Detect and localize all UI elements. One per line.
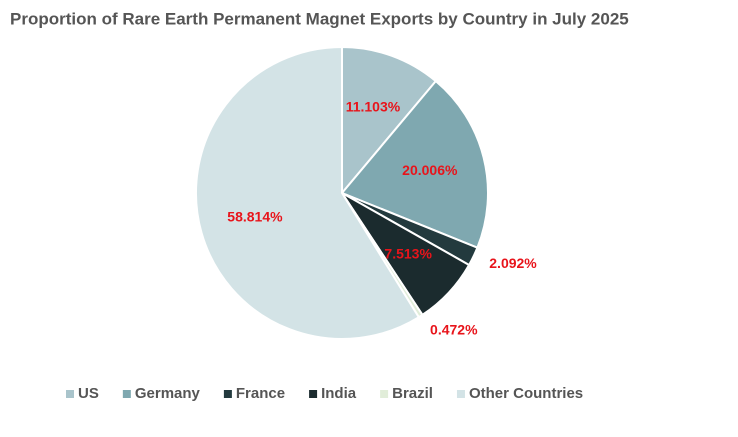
- legend-marker: [456, 390, 465, 398]
- legend-label: Other Countries: [469, 385, 583, 402]
- pie-slice: [340, 79, 489, 249]
- legend-label: France: [236, 385, 285, 402]
- legend-marker: [223, 390, 232, 398]
- pie-slice: [195, 45, 421, 340]
- legend-label: India: [321, 385, 357, 402]
- data-label: 7.513%: [384, 245, 432, 261]
- data-label: 58.814%: [227, 208, 283, 224]
- legend-marker: [66, 390, 74, 398]
- pie-slice: [341, 45, 438, 196]
- legend-marker: [380, 390, 389, 398]
- legend-marker: [309, 390, 318, 398]
- data-label: 0.472%: [430, 321, 478, 337]
- data-label: 20.006%: [402, 162, 458, 178]
- legend-label: Brazil: [392, 385, 433, 402]
- chart-title: Proportion of Rare Earth Permanent Magne…: [10, 9, 629, 28]
- data-label: 2.092%: [489, 255, 537, 271]
- data-label: 11.103%: [346, 99, 401, 115]
- legend-marker: [122, 390, 131, 398]
- legend-label: Germany: [135, 385, 201, 402]
- legend-label: US: [78, 385, 99, 402]
